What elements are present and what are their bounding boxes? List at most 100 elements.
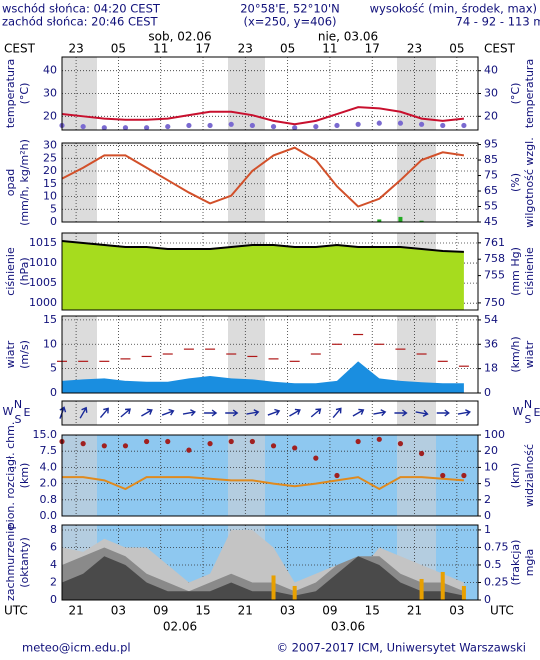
dot [440,472,446,479]
y2-tick-label: 95 [484,138,498,151]
y2-tick-label: 36 [484,337,498,350]
y2-tick-label: 10 [484,460,498,473]
night-band [228,143,265,222]
y-axis-label: (°C) [18,83,31,105]
wind-arrow [352,408,365,417]
y2-tick-label: 0.75 [484,540,509,553]
y-tick-label: 0.0 [40,509,58,522]
y2-axis-label: wiatr [523,340,536,368]
y-axis-label: temperatura [4,59,17,128]
dot [101,443,107,449]
y2-axis-label: (km) [509,463,522,489]
dot [165,438,171,445]
area [62,556,464,600]
y-tick-label: 40 [43,64,57,77]
y-tick-label: 1000 [29,296,57,309]
y-tick-label: 0 [50,386,57,399]
dot [461,472,467,479]
dot [249,122,255,129]
wind-arrow [373,409,387,417]
dot [270,443,277,449]
wind-arrow [161,408,175,416]
panel-frame [61,232,479,311]
y2-tick-label: 5 [484,477,491,490]
timezone-label: UTC [490,604,514,618]
compass-label: S [15,413,22,426]
compass-label: W [513,405,524,418]
timezone-label: CEST [484,42,516,56]
y-tick-label: 15 [43,177,57,190]
dot [144,438,150,445]
wind-arrow [415,409,429,417]
wind-arrow [246,409,260,417]
y2-tick-label: 18 [484,362,498,375]
bar [440,571,445,600]
x-tick-label: 09 [153,604,168,618]
dot [101,125,107,131]
night-band [397,435,436,516]
y-axis-label: wiatr [4,340,17,368]
y2-tick-label: 0.5 [484,558,502,571]
dot [228,438,234,445]
bar [377,219,382,222]
dot [376,436,382,442]
y-axis-label: zachmurzenie [4,524,17,601]
x-tick-label: 11 [153,42,168,56]
panel-frame [61,400,479,426]
y2-tick-label: 20 [484,444,498,457]
x-tick-label: 05 [280,42,295,56]
dot [440,122,446,129]
wind-arrow [225,409,239,417]
y2-axis-label: mgła [523,549,536,577]
x-tick-label: 17 [195,42,210,56]
y2-tick-label: 55 [484,200,498,213]
y-axis-label: pion. rozciągł. chm. [4,422,17,530]
y-tick-label: 15 [43,313,57,326]
y-tick-label: 5 [50,362,57,375]
dot [461,122,467,129]
bar [419,220,424,222]
dot [397,441,404,447]
x-tick-label: 11 [322,42,337,56]
y-axis-label: opad [4,169,17,196]
y-tick-label: 6 [50,540,57,553]
y2-axis-label: (%) [509,173,522,192]
night-band [62,143,97,222]
dot [122,443,129,449]
compass-label: N [14,398,22,411]
panel-frame [61,524,479,601]
dot [418,450,425,457]
y-tick-label: 20 [43,109,57,122]
night-band [62,57,97,130]
y2-tick-label: 761 [484,236,505,249]
x-tick-label: 15 [365,604,380,618]
coords: 20°58'E, 52°10'N [240,2,340,16]
y2-tick-label: 1 [484,523,491,536]
y2-tick-label: 2 [484,493,491,506]
y2-tick-label: 65 [484,184,498,197]
compass-label: E [534,406,540,419]
compass-label: S [525,413,532,426]
panel-frame [61,315,479,394]
y-axis-label: (km) [18,463,31,489]
height-title: wysokość (min, środek, max) [370,2,537,16]
wind-arrow [310,408,322,418]
day-label: sob, 02.06 [148,30,211,44]
x-tick-label: 21 [238,604,253,618]
y-axis-label: (hPa) [18,257,31,285]
dot [186,122,192,129]
wind-arrow [436,409,450,417]
y-tick-label: 2 [50,575,57,588]
dot [313,455,319,461]
dot [376,120,382,126]
night-band [397,143,436,222]
y2-tick-label: 758 [484,252,505,265]
y2-tick-label: 45 [484,215,498,228]
x-tick-label: 03 [280,604,295,618]
sunset: zachód słońca: 20:46 CEST [2,15,159,29]
panel-frame [61,434,479,517]
dot [249,438,255,445]
y2-axis-label: (°C) [509,83,522,105]
panel-frame [61,56,479,131]
